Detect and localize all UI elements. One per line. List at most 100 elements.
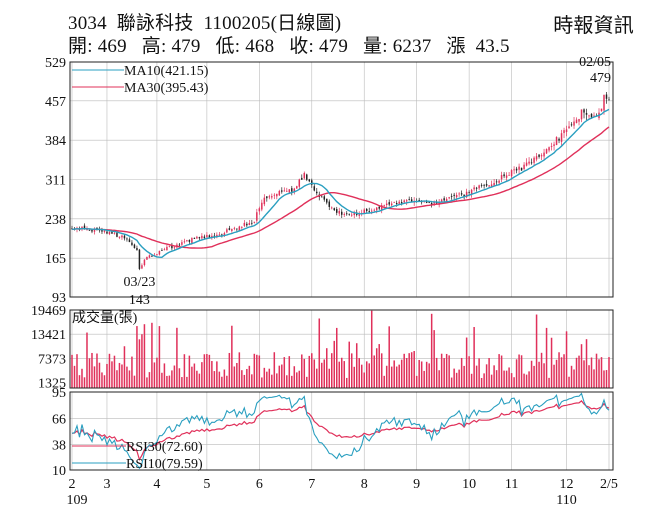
volume-bar: [345, 377, 348, 388]
volume-bar: [463, 365, 465, 388]
candle-body: [213, 235, 216, 237]
volume-bar: [555, 359, 558, 388]
volume-bar: [193, 363, 196, 388]
candle-body: [508, 174, 510, 176]
candle-body: [106, 231, 108, 234]
volume-tick-label: 13421: [31, 328, 66, 343]
candle-body: [380, 205, 383, 211]
volume-bar: [248, 365, 251, 388]
volume-bar: [565, 331, 568, 388]
volume-bar: [133, 375, 136, 388]
volume-bar: [335, 327, 338, 388]
volume-bar: [525, 374, 528, 388]
volume-bar: [83, 377, 86, 388]
volume-bar: [283, 357, 286, 388]
volume-bar: [513, 377, 515, 388]
candle-body: [460, 193, 463, 195]
volume-bar: [76, 354, 78, 388]
candle-body: [156, 254, 158, 255]
volume-bar: [303, 358, 306, 388]
rsi10-legend-label: RSI10(79.59): [126, 457, 203, 472]
rsi-tick-label: 10: [52, 464, 66, 479]
volume-bar: [368, 363, 370, 388]
candle-body: [555, 137, 558, 146]
volume-bar: [273, 352, 276, 388]
candle-body: [136, 248, 138, 251]
volume-bar: [111, 361, 113, 388]
price-tick-label: 529: [45, 56, 66, 71]
volume-bar: [206, 354, 208, 388]
volume-bar: [148, 372, 151, 388]
candle-body: [116, 232, 118, 237]
volume-bar: [243, 374, 246, 388]
candle-body: [251, 222, 253, 224]
candle-body: [335, 209, 338, 213]
volume-bar: [201, 362, 203, 388]
candle-body: [181, 242, 183, 245]
candle-body: [370, 210, 373, 212]
candle-body: [81, 226, 83, 229]
quote-open: 開: 469: [68, 36, 127, 57]
volume-bar: [113, 355, 116, 388]
volume-bar: [123, 346, 126, 388]
volume-panel: [71, 310, 610, 388]
candle-body: [540, 155, 543, 157]
candle-body: [253, 221, 256, 223]
volume-bar: [528, 371, 530, 388]
volume-bar: [228, 352, 231, 388]
volume-bar: [475, 365, 478, 388]
candle-body: [468, 192, 470, 193]
volume-bar: [168, 375, 171, 388]
candle-body: [480, 184, 483, 186]
volume-bar: [108, 353, 111, 388]
volume-bar: [388, 326, 390, 388]
volume-bar: [443, 358, 445, 388]
candle-body: [246, 223, 248, 226]
candle-body: [148, 255, 151, 258]
price-tick-label: 165: [45, 252, 66, 267]
candle-body: [186, 240, 188, 242]
candle-body: [286, 190, 288, 192]
data-source: 時報資訊: [553, 15, 634, 37]
candle-body: [221, 234, 223, 236]
candle-body: [523, 164, 525, 170]
volume-bar: [418, 359, 420, 388]
volume-bar: [563, 354, 565, 388]
volume-bar: [413, 350, 415, 388]
volume-bar: [548, 377, 550, 388]
volume-bar: [360, 364, 363, 388]
candle-body: [203, 236, 206, 239]
rsi30-line: [71, 400, 610, 461]
rsi10-line: [71, 392, 610, 470]
candle-body: [403, 200, 405, 203]
volume-bar: [131, 356, 133, 388]
candle-body: [485, 184, 488, 186]
volume-bar: [98, 362, 101, 388]
volume-bar: [226, 375, 228, 388]
volume-bar: [301, 354, 303, 388]
volume-bar: [355, 343, 358, 388]
volume-bar: [583, 360, 585, 388]
candle-body: [398, 201, 400, 204]
candle-body: [296, 186, 298, 189]
candle-body: [393, 201, 395, 203]
candle-body: [530, 162, 533, 164]
volume-bar: [573, 369, 575, 388]
panel-frames: [69, 61, 614, 471]
candle-body: [478, 185, 480, 189]
volume-bar: [213, 371, 216, 388]
candle-body: [533, 157, 535, 163]
candle-body: [198, 237, 201, 239]
price-tick-label: 93: [52, 291, 66, 306]
volume-bar: [288, 356, 291, 388]
volume-bar: [398, 364, 400, 388]
volume-bar: [435, 357, 438, 388]
volume-bar: [438, 370, 440, 388]
candle-body: [538, 154, 540, 157]
volume-bar: [186, 376, 188, 388]
volume-tick-label: 19469: [31, 304, 66, 319]
volume-bar: [365, 361, 368, 388]
volume-bar: [278, 365, 281, 388]
candle-body: [518, 166, 520, 170]
